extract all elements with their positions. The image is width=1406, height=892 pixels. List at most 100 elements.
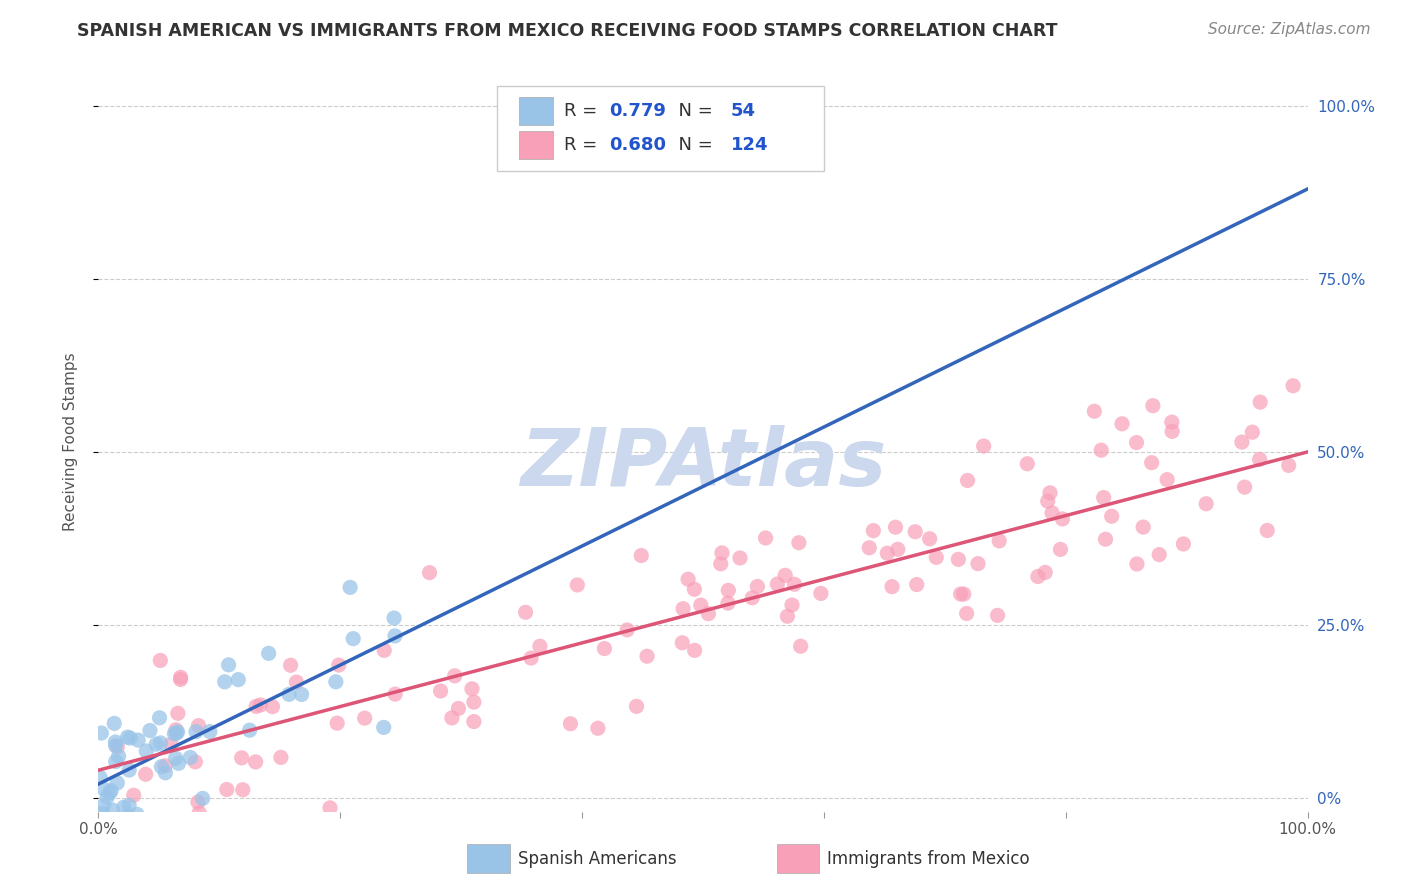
Point xyxy=(1092,491,1115,505)
Point xyxy=(93,782,115,797)
Point xyxy=(858,541,880,555)
Point xyxy=(127,733,149,747)
Point xyxy=(90,726,112,740)
Point xyxy=(103,716,125,731)
Point xyxy=(118,798,141,813)
Point xyxy=(150,760,173,774)
Point xyxy=(880,580,903,594)
Point xyxy=(118,731,141,745)
Point xyxy=(986,608,1008,623)
Point xyxy=(112,800,135,814)
Text: N =: N = xyxy=(666,102,718,120)
Point xyxy=(1039,485,1062,500)
Point xyxy=(697,607,720,621)
Point xyxy=(1278,458,1301,473)
Text: 124: 124 xyxy=(731,136,768,154)
Point xyxy=(165,726,187,740)
Point xyxy=(169,673,191,687)
Point xyxy=(105,776,128,790)
Point xyxy=(710,557,733,571)
Point xyxy=(766,577,789,591)
Point xyxy=(118,763,141,777)
Y-axis label: Receiving Food Stamps: Receiving Food Stamps xyxy=(63,352,77,531)
Point xyxy=(245,755,267,769)
FancyBboxPatch shape xyxy=(519,131,553,160)
Point xyxy=(1161,425,1184,439)
Point xyxy=(952,587,974,601)
Point xyxy=(101,803,124,817)
Point xyxy=(1083,404,1105,418)
Point xyxy=(956,474,979,488)
Point xyxy=(689,598,711,612)
Text: N =: N = xyxy=(666,136,718,154)
Point xyxy=(988,533,1011,548)
Point xyxy=(117,809,139,823)
Point xyxy=(184,724,207,739)
Point xyxy=(418,566,440,580)
Point xyxy=(163,727,186,741)
Text: 54: 54 xyxy=(731,102,756,120)
Point xyxy=(1090,443,1112,458)
Point xyxy=(710,546,733,560)
Point xyxy=(179,750,201,764)
Point xyxy=(717,596,740,610)
Point xyxy=(747,579,769,593)
Point xyxy=(862,524,884,538)
Point xyxy=(949,587,972,601)
Point xyxy=(339,581,361,595)
Point xyxy=(443,669,465,683)
Point xyxy=(104,755,127,769)
Point xyxy=(384,629,406,643)
Point xyxy=(616,623,638,637)
Point xyxy=(1173,537,1195,551)
Point xyxy=(630,549,652,563)
Point xyxy=(429,684,451,698)
Point xyxy=(1230,435,1253,450)
Point xyxy=(232,782,254,797)
Point xyxy=(98,786,121,800)
Point xyxy=(1256,524,1278,538)
Point xyxy=(373,643,395,657)
Point xyxy=(198,724,221,739)
Point xyxy=(325,674,347,689)
Point xyxy=(925,550,948,565)
Point xyxy=(1142,399,1164,413)
Point xyxy=(117,730,139,744)
Point xyxy=(876,546,898,560)
Point xyxy=(155,765,177,780)
Point xyxy=(231,751,253,765)
Point xyxy=(1026,569,1049,583)
Point xyxy=(463,695,485,709)
Point xyxy=(214,674,236,689)
Point xyxy=(1195,497,1218,511)
Point xyxy=(166,725,188,739)
Point xyxy=(447,701,470,715)
Text: ZIPAtlas: ZIPAtlas xyxy=(520,425,886,503)
Point xyxy=(440,711,463,725)
Point xyxy=(155,758,177,772)
Point xyxy=(586,721,609,735)
Point xyxy=(560,716,582,731)
Point xyxy=(245,699,267,714)
Point xyxy=(956,607,979,621)
Point xyxy=(676,572,699,586)
Point xyxy=(1249,452,1271,467)
Point xyxy=(884,520,907,534)
FancyBboxPatch shape xyxy=(519,96,553,125)
Point xyxy=(1140,456,1163,470)
Point xyxy=(270,750,292,764)
Point xyxy=(1282,378,1305,392)
FancyBboxPatch shape xyxy=(498,87,824,171)
Point xyxy=(373,720,395,734)
Point xyxy=(967,557,990,571)
Point xyxy=(1033,566,1056,580)
Point xyxy=(285,675,308,690)
Point xyxy=(169,670,191,684)
Point xyxy=(135,767,157,781)
Point xyxy=(1052,512,1074,526)
Point xyxy=(165,723,187,737)
Point xyxy=(148,711,170,725)
Point xyxy=(1132,520,1154,534)
Point xyxy=(215,782,238,797)
Point xyxy=(1126,557,1149,571)
